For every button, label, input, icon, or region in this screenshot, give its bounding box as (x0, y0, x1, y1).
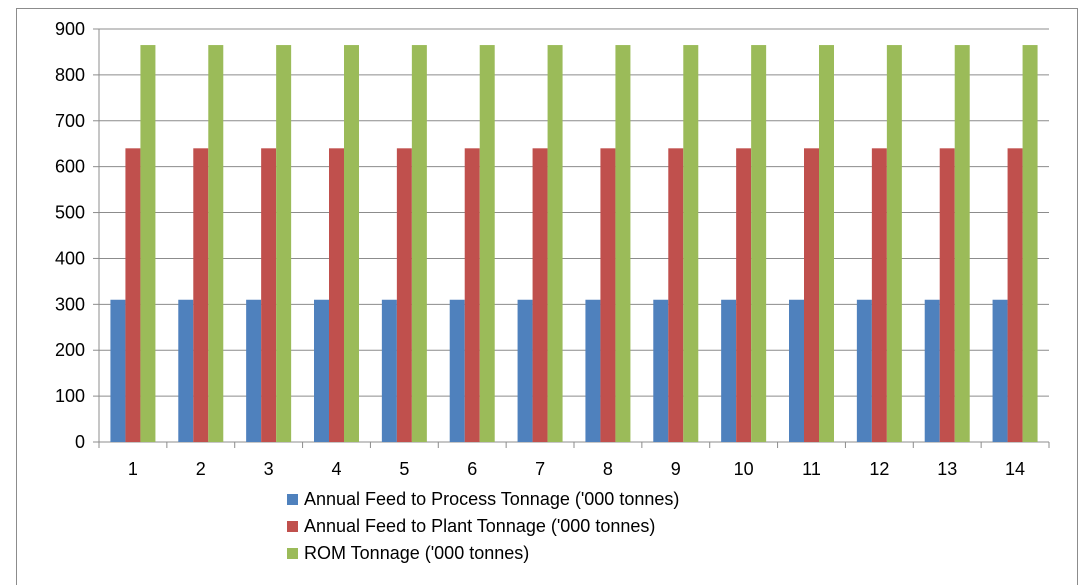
bar-rom-3 (276, 45, 292, 443)
legend-swatch-plant (287, 521, 298, 532)
y-tick-label: 700 (55, 111, 85, 131)
legend-label-plant: Annual Feed to Plant Tonnage ('000 tonne… (304, 516, 656, 536)
bar-rom-4 (344, 45, 359, 443)
x-tick-label: 12 (869, 459, 889, 479)
bar-rom-8 (615, 45, 631, 443)
bar-process-14 (992, 299, 1008, 442)
bar-plant-6 (464, 148, 480, 443)
x-tick-label: 8 (603, 459, 613, 479)
y-tick-label: 400 (55, 248, 85, 268)
bar-process-9 (653, 299, 669, 442)
bar-plant-13 (939, 148, 955, 443)
legend-label-process: Annual Feed to Process Tonnage ('000 ton… (304, 489, 680, 509)
y-tick-label: 200 (55, 340, 85, 360)
bar-rom-10 (751, 45, 767, 443)
bar-process-2 (178, 299, 194, 442)
y-tick-label: 0 (75, 432, 85, 452)
legend-item-rom: ROM Tonnage ('000 tonnes) (287, 540, 679, 567)
bar-process-12 (856, 299, 872, 442)
bar-plant-14 (1007, 148, 1023, 443)
legend: Annual Feed to Process Tonnage ('000 ton… (287, 486, 679, 567)
bar-process-6 (449, 299, 465, 442)
x-tick-label: 5 (399, 459, 409, 479)
bar-plant-5 (396, 148, 412, 443)
y-tick-label: 600 (55, 157, 85, 177)
bar-rom-6 (479, 45, 495, 443)
bar-plant-2 (193, 148, 209, 443)
bar-rom-13 (954, 45, 970, 443)
x-tick-label: 11 (802, 459, 821, 479)
bar-plant-3 (261, 148, 277, 443)
x-tick-label: 1 (128, 459, 138, 479)
bar-rom-12 (886, 45, 902, 443)
bar-plant-10 (736, 148, 752, 443)
bar-rom-11 (819, 45, 834, 443)
bar-process-11 (789, 299, 804, 442)
x-tick-label: 9 (671, 459, 681, 479)
bar-rom-14 (1022, 45, 1038, 443)
bar-rom-7 (547, 45, 563, 443)
bar-plant-11 (804, 148, 819, 443)
bar-plant-4 (329, 148, 344, 443)
bar-process-4 (314, 299, 329, 442)
bar-process-3 (246, 299, 262, 442)
chart-frame (16, 8, 1078, 585)
x-tick-label: 14 (1005, 459, 1025, 479)
bar-process-7 (517, 299, 533, 442)
bar-rom-5 (411, 45, 427, 443)
y-tick-label: 500 (55, 203, 85, 223)
y-tick-label: 800 (55, 65, 85, 85)
bar-process-1 (110, 299, 126, 442)
x-tick-label: 13 (937, 459, 957, 479)
legend-item-plant: Annual Feed to Plant Tonnage ('000 tonne… (287, 513, 679, 540)
y-tick-label: 100 (55, 386, 85, 406)
bar-rom-1 (140, 45, 156, 443)
x-tick-label: 4 (331, 459, 341, 479)
bar-process-13 (924, 299, 940, 442)
x-tick-label: 2 (196, 459, 206, 479)
x-tick-label: 3 (264, 459, 274, 479)
bar-plant-1 (125, 148, 141, 443)
y-tick-label: 300 (55, 294, 85, 314)
bar-plant-12 (871, 148, 887, 443)
legend-swatch-rom (287, 548, 298, 559)
x-tick-label: 6 (467, 459, 477, 479)
bar-process-5 (381, 299, 397, 442)
legend-label-rom: ROM Tonnage ('000 tonnes) (304, 543, 530, 563)
bar-rom-9 (683, 45, 699, 443)
y-tick-label: 900 (55, 19, 85, 39)
x-tick-label: 7 (535, 459, 545, 479)
legend-swatch-process (287, 494, 298, 505)
bar-plant-9 (668, 148, 684, 443)
bar-process-10 (721, 299, 737, 442)
bar-plant-7 (532, 148, 548, 443)
bar-process-8 (585, 299, 601, 442)
bar-rom-2 (208, 45, 224, 443)
legend-item-process: Annual Feed to Process Tonnage ('000 ton… (287, 486, 679, 513)
bar-plant-8 (600, 148, 616, 443)
x-tick-label: 10 (734, 459, 754, 479)
